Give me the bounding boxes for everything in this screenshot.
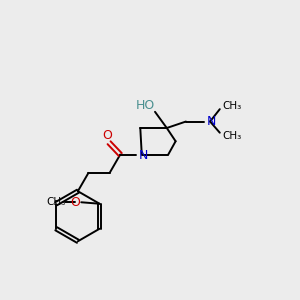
Text: O: O (103, 129, 112, 142)
Text: CH₃: CH₃ (223, 100, 242, 111)
Text: N: N (207, 115, 217, 128)
Text: O: O (70, 196, 80, 209)
Text: HO: HO (136, 99, 155, 112)
Text: N: N (139, 149, 148, 163)
Text: CH₃: CH₃ (46, 197, 65, 207)
Text: CH₃: CH₃ (223, 131, 242, 141)
